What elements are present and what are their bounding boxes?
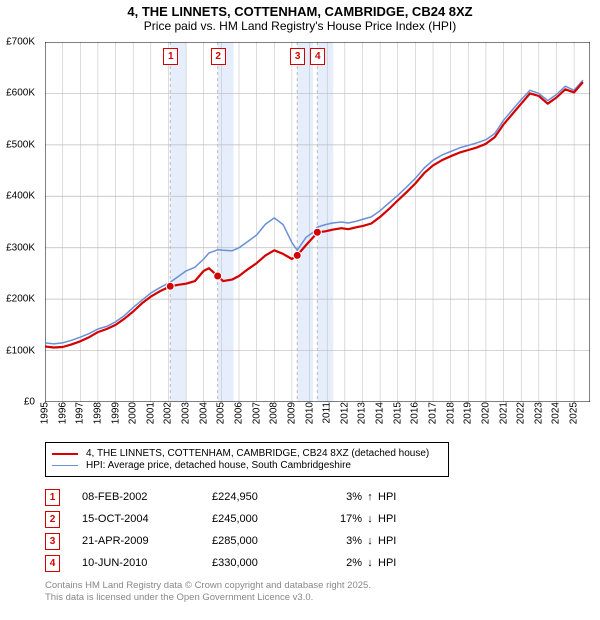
table-row: 1 08-FEB-2002£224,9503%↑HPI	[45, 486, 408, 508]
y-tick-label: £300K	[6, 242, 35, 253]
x-tick-label: 2007	[251, 402, 262, 424]
x-tick-label: 2010	[304, 402, 315, 424]
x-tick-label: 1996	[57, 402, 68, 424]
x-tick-label: 2012	[339, 402, 350, 424]
chart-svg	[45, 42, 590, 402]
x-tick-label: 2008	[269, 402, 280, 424]
x-tick-label: 2006	[234, 402, 245, 424]
x-tick-label: 2017	[428, 402, 439, 424]
x-tick-label: 2020	[480, 402, 491, 424]
x-tick-label: 1997	[75, 402, 86, 424]
x-tick-label: 2000	[128, 402, 139, 424]
row-date: 08-FEB-2002	[82, 491, 212, 503]
x-tick-label: 2009	[286, 402, 297, 424]
table-row: 4 10-JUN-2010£330,0002%↓HPI	[45, 552, 408, 574]
row-pct: 17%	[322, 513, 362, 525]
sale-callout-2: 2	[211, 48, 226, 65]
chart-title: 4, THE LINNETS, COTTENHAM, CAMBRIDGE, CB…	[0, 0, 600, 33]
row-marker: 3	[45, 533, 60, 550]
row-pct: 2%	[322, 557, 362, 569]
x-tick-label: 2023	[533, 402, 544, 424]
legend-swatch	[52, 453, 78, 455]
x-tick-label: 2022	[516, 402, 527, 424]
chart-area: £0£100K£200K£300K£400K£500K£600K£700K199…	[45, 42, 590, 402]
x-tick-label: 2016	[410, 402, 421, 424]
sale-callout-4: 4	[310, 48, 325, 65]
footer-line-2: This data is licensed under the Open Gov…	[45, 592, 371, 604]
row-date: 21-APR-2009	[82, 535, 212, 547]
x-tick-label: 2018	[445, 402, 456, 424]
row-price: £224,950	[212, 491, 322, 503]
sales-table: 108-FEB-2002£224,9503%↑HPI215-OCT-2004£2…	[45, 486, 408, 574]
row-pct: 3%	[322, 535, 362, 547]
legend-label: HPI: Average price, detached house, Sout…	[86, 460, 351, 471]
row-marker: 2	[45, 511, 60, 528]
x-tick-label: 2019	[463, 402, 474, 424]
title-line-1: 4, THE LINNETS, COTTENHAM, CAMBRIDGE, CB…	[0, 4, 600, 19]
x-tick-label: 2015	[392, 402, 403, 424]
row-price: £285,000	[212, 535, 322, 547]
arrow-icon: ↓	[362, 535, 378, 547]
legend-swatch	[52, 465, 78, 466]
table-row: 2 15-OCT-2004£245,00017%↓HPI	[45, 508, 408, 530]
row-marker: 1	[45, 489, 60, 506]
row-hpi: HPI	[378, 513, 408, 525]
arrow-icon: ↑	[362, 491, 378, 503]
x-tick-label: 1998	[92, 402, 103, 424]
row-price: £245,000	[212, 513, 322, 525]
x-tick-label: 2021	[498, 402, 509, 424]
x-tick-label: 2002	[163, 402, 174, 424]
legend: 4, THE LINNETS, COTTENHAM, CAMBRIDGE, CB…	[45, 442, 449, 477]
row-date: 15-OCT-2004	[82, 513, 212, 525]
x-tick-label: 2001	[145, 402, 156, 424]
legend-item: HPI: Average price, detached house, Sout…	[52, 460, 442, 471]
footer-attribution: Contains HM Land Registry data © Crown c…	[45, 580, 371, 604]
x-tick-label: 2025	[569, 402, 580, 424]
y-tick-label: £400K	[6, 191, 35, 202]
x-tick-label: 2004	[198, 402, 209, 424]
x-tick-label: 2003	[181, 402, 192, 424]
x-tick-label: 2024	[551, 402, 562, 424]
row-hpi: HPI	[378, 535, 408, 547]
y-tick-label: £100K	[6, 345, 35, 356]
arrow-icon: ↓	[362, 513, 378, 525]
row-price: £330,000	[212, 557, 322, 569]
row-pct: 3%	[322, 491, 362, 503]
row-hpi: HPI	[378, 557, 408, 569]
x-tick-label: 2014	[375, 402, 386, 424]
sale-callout-1: 1	[163, 48, 178, 65]
row-marker: 4	[45, 555, 60, 572]
x-tick-label: 2013	[357, 402, 368, 424]
table-row: 3 21-APR-2009£285,0003%↓HPI	[45, 530, 408, 552]
y-tick-label: £600K	[6, 88, 35, 99]
x-tick-label: 1995	[40, 402, 51, 424]
y-tick-label: £700K	[6, 37, 35, 48]
y-tick-label: £0	[24, 397, 35, 408]
x-tick-label: 1999	[110, 402, 121, 424]
legend-item: 4, THE LINNETS, COTTENHAM, CAMBRIDGE, CB…	[52, 448, 442, 459]
sale-callout-3: 3	[290, 48, 305, 65]
legend-label: 4, THE LINNETS, COTTENHAM, CAMBRIDGE, CB…	[86, 448, 429, 459]
footer-line-1: Contains HM Land Registry data © Crown c…	[45, 580, 371, 592]
y-tick-label: £500K	[6, 139, 35, 150]
title-line-2: Price paid vs. HM Land Registry's House …	[0, 19, 600, 33]
y-tick-label: £200K	[6, 294, 35, 305]
row-hpi: HPI	[378, 491, 408, 503]
arrow-icon: ↓	[362, 557, 378, 569]
row-date: 10-JUN-2010	[82, 557, 212, 569]
x-tick-label: 2011	[322, 402, 333, 424]
x-tick-label: 2005	[216, 402, 227, 424]
